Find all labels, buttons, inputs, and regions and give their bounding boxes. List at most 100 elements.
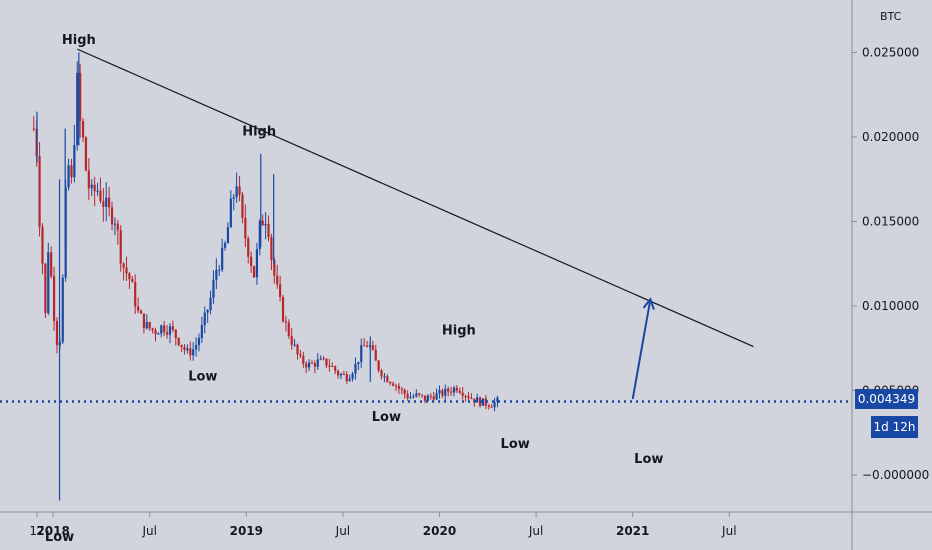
candle-body (273, 260, 276, 276)
candle-body (412, 396, 415, 398)
candle-body (163, 325, 166, 333)
candle-body (151, 328, 154, 331)
x-tick-label: 2020 (423, 524, 456, 538)
candle-body (209, 297, 212, 310)
candle-body (194, 345, 198, 350)
candle-body (409, 397, 412, 399)
candle-body (476, 397, 479, 403)
candle-body (487, 405, 490, 407)
candle-body (371, 345, 374, 350)
candle-body (223, 243, 227, 248)
candle-body (186, 348, 189, 351)
candle-body (415, 393, 418, 397)
x-tick-label: 2019 (230, 524, 263, 538)
annotation-low: Low (372, 410, 401, 425)
candle-body (351, 373, 354, 379)
candle-body (244, 217, 247, 239)
candle-body (258, 220, 261, 250)
candle-body (134, 282, 137, 307)
candle-body (157, 333, 160, 335)
candle-body (339, 373, 343, 376)
candle-body (467, 396, 470, 399)
candle-body (76, 72, 79, 145)
candle-body (458, 390, 461, 393)
candle-body (168, 326, 172, 335)
candle-body (174, 329, 177, 338)
candle-body (93, 184, 96, 192)
candle-body (276, 275, 279, 285)
candle-body (116, 223, 119, 231)
candle-body (377, 360, 380, 371)
candle-body (490, 406, 493, 408)
candle-body (226, 227, 230, 244)
x-tick-label: Jul (528, 524, 543, 538)
candle-body (331, 365, 334, 367)
annotation-low: Low (501, 437, 530, 452)
candle-body (270, 237, 273, 261)
candle-body (365, 345, 369, 347)
candle-body (455, 387, 458, 391)
candle-body (336, 370, 340, 376)
candle-body (400, 388, 403, 390)
candle-body (429, 395, 432, 397)
candle-body (438, 390, 441, 394)
candle-body (61, 277, 64, 342)
candle-body (334, 366, 337, 371)
candle-body (52, 276, 56, 321)
candle-body (290, 335, 293, 345)
candle-body (394, 385, 398, 387)
candle-body (192, 349, 195, 356)
candle-body (470, 398, 473, 400)
candle-body (73, 144, 76, 178)
candle-body (197, 337, 201, 346)
candle-body (206, 309, 209, 313)
overlay-layer: High High High Low Low Low Low Low (0, 33, 852, 545)
candle-body (345, 374, 348, 382)
candle-body (386, 376, 389, 383)
candle-body (148, 322, 151, 329)
candle-body (403, 389, 406, 395)
candle-body (423, 395, 427, 401)
x-tick-label: Jul (335, 524, 350, 538)
candle-body (241, 194, 244, 218)
candle-body (183, 346, 186, 351)
candle-body (84, 137, 88, 171)
candle-body (325, 358, 328, 366)
candle-body (406, 394, 409, 399)
candle-body (238, 186, 241, 195)
annotation-high: High (242, 124, 276, 139)
candle-body (189, 348, 192, 356)
projection-arrow-head (642, 297, 655, 310)
y-tick-label: 0.015000 (862, 215, 919, 229)
annotation-low: Low (634, 452, 663, 467)
candle-body (125, 267, 128, 274)
candle-body (432, 396, 435, 400)
candle-body (131, 279, 134, 283)
candle-body (90, 184, 93, 189)
annotation-high: High (442, 324, 476, 339)
candle-body (267, 223, 270, 238)
candle-body (252, 266, 256, 278)
candle-body (44, 263, 47, 314)
candle-body (310, 362, 314, 364)
candle-body (441, 390, 444, 396)
candle-body (348, 378, 351, 382)
candle-body (380, 370, 383, 377)
candle-body (296, 344, 299, 355)
candle-body (392, 383, 395, 386)
candle-body (180, 344, 183, 347)
candle-body (113, 223, 117, 225)
candle-body (177, 337, 180, 345)
candle-body (212, 279, 215, 298)
candle-body (67, 165, 70, 188)
candle-body (79, 72, 82, 122)
candle-body (247, 238, 250, 257)
candle-body (215, 269, 218, 280)
candle-body (102, 201, 105, 207)
candle-body (322, 358, 325, 360)
candle-body (70, 165, 73, 178)
candle-body (218, 269, 221, 271)
candle-body (435, 393, 438, 400)
projection-arrow (631, 299, 652, 400)
